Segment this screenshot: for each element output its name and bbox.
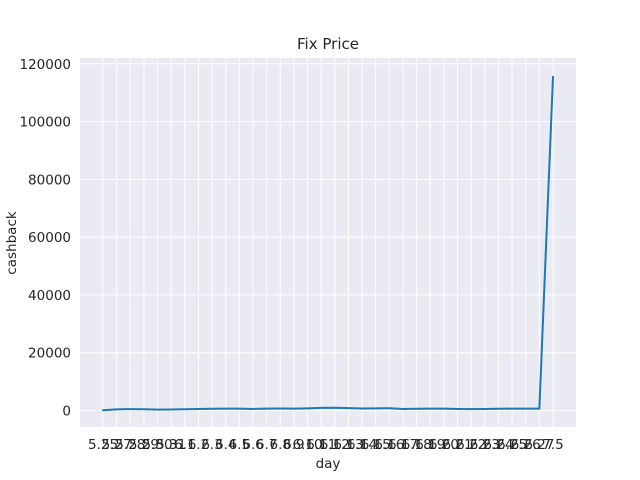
x-tick-label: 6.17: [388, 437, 418, 453]
x-tick-label: 6.1: [174, 437, 195, 453]
x-tick-label: 6.6: [242, 437, 263, 453]
y-tick-label: 120000: [19, 57, 71, 73]
x-tick-label: 6.4: [215, 437, 236, 453]
y-tick-label: 20000: [28, 346, 71, 362]
x-tick-label: 6.2: [188, 437, 209, 453]
x-tick-label: 6.15: [361, 437, 391, 453]
x-tick-label: 5.30: [143, 437, 173, 453]
x-tick-label: 6.27: [524, 437, 554, 453]
x-tick-label: 5.31: [156, 437, 186, 453]
y-tick-label: 40000: [28, 288, 71, 304]
x-tick-label: 6.23: [470, 437, 500, 453]
x-tick-label: 5.25: [88, 437, 118, 453]
x-tick-label: 6.7: [256, 437, 277, 453]
x-tick-label: 6.3: [201, 437, 222, 453]
x-tick-label: 5.29: [129, 437, 159, 453]
x-tick-label: 6.12: [320, 437, 350, 453]
x-tick-labels: 5.255.275.285.295.305.316.16.26.36.46.56…: [88, 437, 564, 453]
y-tick-label: 0: [62, 404, 71, 420]
y-tick-label: 80000: [28, 172, 71, 188]
x-tick-label: 6.18: [402, 437, 432, 453]
x-tick-label: 6.16: [374, 437, 404, 453]
x-axis-label: day: [316, 456, 341, 472]
x-tick-label: 6.10: [293, 437, 323, 453]
x-tick-label: 6.5: [229, 437, 250, 453]
x-tick-label: 6.24: [483, 437, 513, 453]
y-tick-labels: 0 20000 40000 60000 80000 100000 120000: [19, 57, 71, 420]
y-tick-label: 60000: [28, 230, 71, 246]
y-tick-label: 100000: [19, 115, 71, 131]
x-tick-label: 6.11: [306, 437, 336, 453]
x-tick-label: 6.8: [270, 437, 291, 453]
series-line: [102, 75, 554, 412]
x-tick-label: 6.25: [497, 437, 527, 453]
series-points: [102, 76, 554, 411]
gridlines: [80, 58, 576, 427]
chart-title: Fix Price: [297, 35, 359, 53]
x-tick-label: 5.27: [102, 437, 132, 453]
x-tick-label: 6.14: [347, 437, 377, 453]
x-tick-label: 6.20: [429, 437, 459, 453]
x-tick-label: 5.28: [115, 437, 145, 453]
x-tick-label: 7.5: [542, 437, 563, 453]
x-tick-label: 6.19: [415, 437, 445, 453]
x-tick-label: 6.21: [443, 437, 473, 453]
x-tick-label: 6.9: [283, 437, 304, 453]
x-tick-label: 6.13: [333, 437, 363, 453]
x-tick-label: 6.26: [511, 437, 541, 453]
y-axis-label: cashback: [4, 211, 20, 275]
x-tick-label: 6.22: [456, 437, 486, 453]
plot-area: [80, 58, 576, 427]
